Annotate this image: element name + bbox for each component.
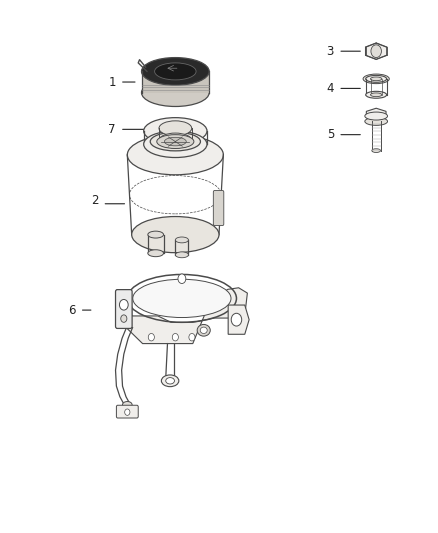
Text: 6: 6 xyxy=(68,304,76,317)
Ellipse shape xyxy=(200,327,207,334)
Text: 4: 4 xyxy=(327,82,334,95)
Ellipse shape xyxy=(365,117,388,125)
Ellipse shape xyxy=(363,74,389,84)
FancyBboxPatch shape xyxy=(117,405,138,418)
Ellipse shape xyxy=(141,79,209,107)
Circle shape xyxy=(125,409,130,415)
Ellipse shape xyxy=(366,75,387,82)
Ellipse shape xyxy=(133,279,231,318)
FancyBboxPatch shape xyxy=(213,190,224,225)
Ellipse shape xyxy=(161,375,179,386)
Ellipse shape xyxy=(366,91,387,98)
FancyBboxPatch shape xyxy=(116,289,132,328)
Circle shape xyxy=(231,313,242,326)
Ellipse shape xyxy=(148,231,163,238)
Polygon shape xyxy=(121,288,247,344)
Ellipse shape xyxy=(175,237,188,243)
Text: 5: 5 xyxy=(327,128,334,141)
Circle shape xyxy=(178,274,186,284)
Circle shape xyxy=(371,45,381,58)
Text: 2: 2 xyxy=(91,193,98,207)
Ellipse shape xyxy=(155,63,196,80)
Circle shape xyxy=(189,334,195,341)
Ellipse shape xyxy=(132,216,219,253)
Ellipse shape xyxy=(365,112,388,120)
Ellipse shape xyxy=(197,325,210,336)
Ellipse shape xyxy=(159,133,192,148)
Ellipse shape xyxy=(371,93,382,96)
Ellipse shape xyxy=(164,138,186,146)
Polygon shape xyxy=(141,71,209,93)
Ellipse shape xyxy=(159,121,192,136)
Polygon shape xyxy=(228,305,249,334)
Ellipse shape xyxy=(144,118,207,144)
Circle shape xyxy=(148,334,154,341)
Circle shape xyxy=(172,334,178,341)
Ellipse shape xyxy=(166,377,174,384)
Text: 1: 1 xyxy=(108,76,116,88)
Ellipse shape xyxy=(127,135,223,175)
Ellipse shape xyxy=(123,401,132,408)
Ellipse shape xyxy=(148,250,163,257)
Ellipse shape xyxy=(150,132,201,151)
Ellipse shape xyxy=(144,131,207,158)
Ellipse shape xyxy=(175,252,188,258)
Circle shape xyxy=(120,300,128,310)
Text: 3: 3 xyxy=(327,45,334,58)
Circle shape xyxy=(121,315,127,322)
Ellipse shape xyxy=(141,58,209,85)
Ellipse shape xyxy=(371,77,382,80)
Ellipse shape xyxy=(157,135,194,149)
Ellipse shape xyxy=(372,149,381,152)
Polygon shape xyxy=(366,43,387,59)
Polygon shape xyxy=(366,108,386,120)
Text: 7: 7 xyxy=(108,123,116,136)
